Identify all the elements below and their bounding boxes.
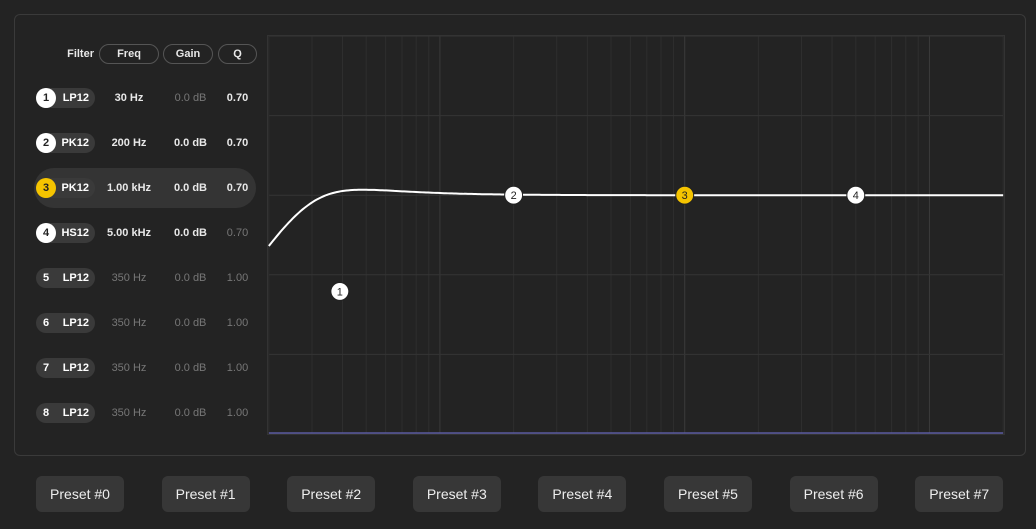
filter-gain-8[interactable]: 0.0 dB <box>174 407 207 419</box>
q-header[interactable]: Q <box>218 44 257 64</box>
svg-text:2: 2 <box>511 190 517 202</box>
svg-text:1: 1 <box>337 286 343 298</box>
filter-header: Filter <box>67 48 94 60</box>
filter-gain-4[interactable]: 0.0 dB <box>173 227 207 239</box>
filter-q-5[interactable]: 1.00 <box>226 272 249 284</box>
filter-handle-4[interactable]: 4 <box>846 185 866 205</box>
filter-freq-2[interactable]: 200 Hz <box>111 137 147 149</box>
filter-q-7[interactable]: 1.00 <box>226 362 249 374</box>
filter-gain-7[interactable]: 0.0 dB <box>174 362 207 374</box>
filter-toggle-5[interactable]: 5 <box>42 272 50 284</box>
preset-button-6[interactable]: Preset #6 <box>789 476 878 512</box>
filter-type-6[interactable]: LP12 <box>36 313 95 333</box>
filter-toggle-4[interactable]: 4 <box>36 223 56 243</box>
filter-q-2[interactable]: 0.70 <box>226 137 249 149</box>
freq-header[interactable]: Freq <box>99 44 159 64</box>
filter-gain-3[interactable]: 0.0 dB <box>173 182 207 194</box>
filter-handle-2[interactable]: 2 <box>504 185 524 205</box>
filter-freq-3[interactable]: 1.00 kHz <box>106 182 152 194</box>
filter-toggle-7[interactable]: 7 <box>42 362 50 374</box>
filter-type-8[interactable]: LP12 <box>36 403 95 423</box>
svg-text:3: 3 <box>682 190 688 202</box>
filter-toggle-1[interactable]: 1 <box>36 88 56 108</box>
preset-button-4[interactable]: Preset #4 <box>538 476 627 512</box>
preset-button-7[interactable]: Preset #7 <box>915 476 1004 512</box>
preset-button-0[interactable]: Preset #0 <box>36 476 124 512</box>
filter-freq-1[interactable]: 30 Hz <box>114 92 144 104</box>
eq-panel <box>14 14 1026 456</box>
filter-handle-3[interactable]: 3 <box>675 185 695 205</box>
filter-q-6[interactable]: 1.00 <box>226 317 249 329</box>
filter-handle-1[interactable]: 1 <box>330 281 350 301</box>
filter-q-4[interactable]: 0.70 <box>226 227 249 239</box>
filter-gain-5[interactable]: 0.0 dB <box>174 272 207 284</box>
svg-text:4: 4 <box>853 190 859 202</box>
eq-response-graph[interactable]: 1 2 3 4 <box>267 35 1005 435</box>
filter-q-8[interactable]: 1.00 <box>226 407 249 419</box>
preset-button-3[interactable]: Preset #3 <box>412 476 501 512</box>
response-curve <box>268 188 1004 247</box>
filter-gain-6[interactable]: 0.0 dB <box>174 317 207 329</box>
filter-type-5[interactable]: LP12 <box>36 268 95 288</box>
filter-q-1[interactable]: 0.70 <box>226 92 249 104</box>
filter-freq-8[interactable]: 350 Hz <box>111 407 147 419</box>
filter-gain-1[interactable]: 0.0 dB <box>174 92 207 104</box>
filter-freq-6[interactable]: 350 Hz <box>111 317 147 329</box>
preset-button-2[interactable]: Preset #2 <box>287 476 376 512</box>
filter-freq-7[interactable]: 350 Hz <box>111 362 147 374</box>
filter-gain-2[interactable]: 0.0 dB <box>173 137 207 149</box>
filter-toggle-2[interactable]: 2 <box>36 133 56 153</box>
filter-type-7[interactable]: LP12 <box>36 358 95 378</box>
filter-toggle-6[interactable]: 6 <box>42 317 50 329</box>
filter-toggle-3[interactable]: 3 <box>36 178 56 198</box>
filter-freq-5[interactable]: 350 Hz <box>111 272 147 284</box>
filter-freq-4[interactable]: 5.00 kHz <box>106 227 152 239</box>
preset-button-5[interactable]: Preset #5 <box>664 476 752 512</box>
filter-q-3[interactable]: 0.70 <box>226 182 249 194</box>
filter-toggle-8[interactable]: 8 <box>42 407 50 419</box>
preset-button-1[interactable]: Preset #1 <box>161 476 250 512</box>
gain-header[interactable]: Gain <box>163 44 213 64</box>
